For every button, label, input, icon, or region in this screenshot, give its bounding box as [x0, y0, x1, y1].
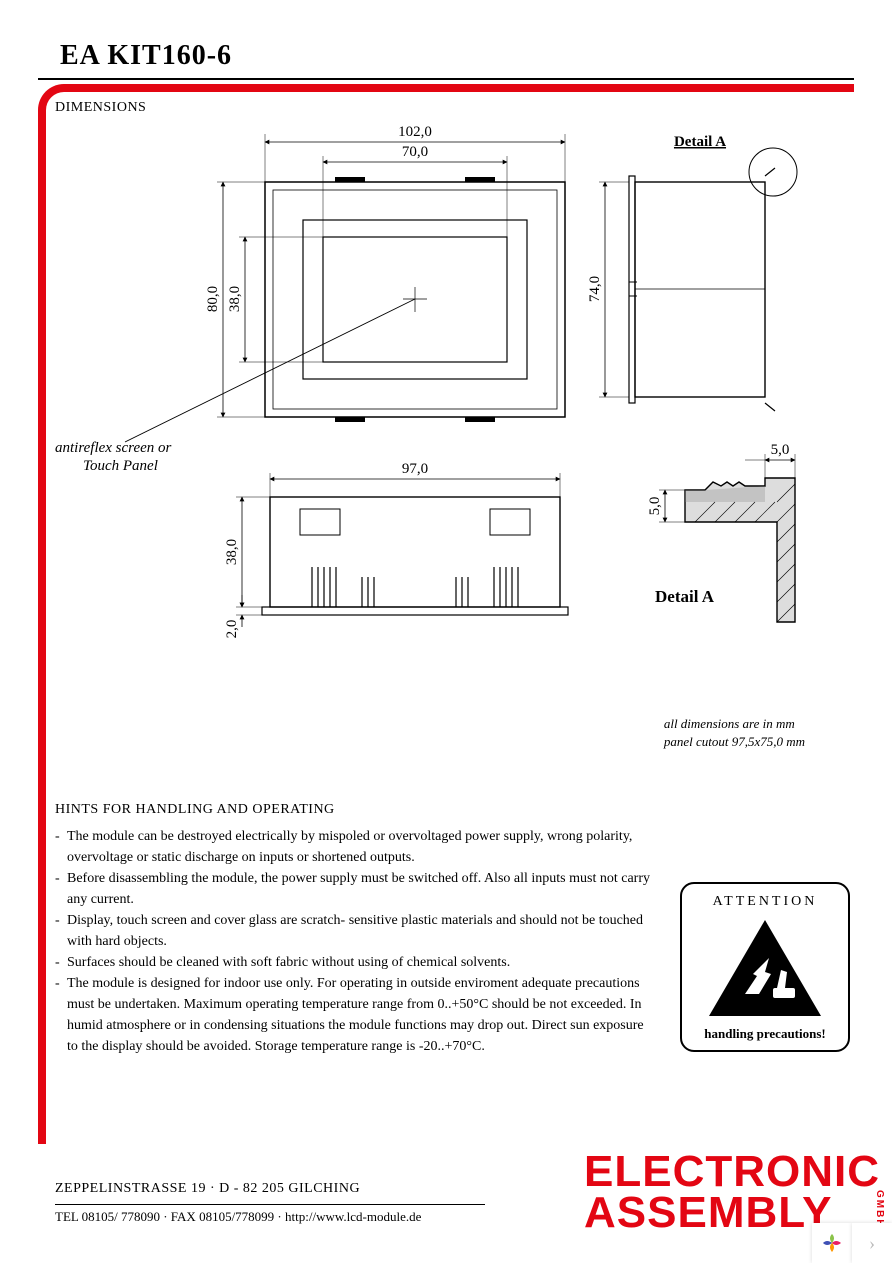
footer-contact: TEL 08105/ 778090 · FAX 08105/778099 · h…: [55, 1209, 421, 1225]
pager-logo-icon[interactable]: [812, 1223, 852, 1263]
dim-note-1: all dimensions are in mm: [664, 715, 805, 733]
attention-title: ATTENTION: [682, 894, 848, 910]
dimension-notes: all dimensions are in mm panel cutout 97…: [664, 715, 805, 750]
pager: ›: [812, 1223, 892, 1263]
dim-note-2: panel cutout 97,5x75,0 mm: [664, 733, 805, 751]
brand-logo: ELECTRONIC ASSEMBLY GMBH: [584, 1152, 880, 1233]
dimensions-diagram: 102,0 70,0 80,0 38,0 antireflex screen o…: [55, 122, 845, 642]
dim-80: 80,0: [205, 286, 221, 312]
attention-caption: handling precautions!: [682, 1026, 848, 1042]
dim-5v: 5,0: [647, 497, 663, 516]
title-underline: [38, 78, 854, 80]
hint-item: Display, touch screen and cover glass ar…: [67, 910, 655, 952]
dim-70: 70,0: [402, 144, 428, 160]
hint-item: The module can be destroyed electrically…: [67, 826, 655, 868]
detail-a-label-top: Detail A: [674, 134, 726, 150]
dim-97: 97,0: [402, 461, 428, 477]
dim-38v: 38,0: [227, 286, 243, 312]
esd-warning-icon: [705, 916, 825, 1020]
footer-divider: [55, 1204, 485, 1205]
hint-item: Before disassembling the module, the pow…: [67, 868, 655, 910]
dim-5h: 5,0: [771, 442, 790, 458]
dim-38b: 38,0: [224, 539, 240, 565]
callout-line1: antireflex screen or: [55, 440, 172, 456]
detail-a-label-bottom: Detail A: [655, 587, 715, 606]
footer-address: ZEPPELINSTRASSE 19 · D - 82 205 GILCHING: [55, 1181, 360, 1197]
pager-next-button[interactable]: ›: [852, 1223, 892, 1263]
dim-102: 102,0: [398, 124, 432, 140]
hint-item: Surfaces should be cleaned with soft fab…: [67, 952, 510, 973]
attention-box: ATTENTION handling precautions!: [680, 882, 850, 1052]
callout-line2: Touch Panel: [83, 458, 158, 474]
brand-line1: ELECTRONIC: [584, 1152, 880, 1192]
dim-74: 74,0: [587, 276, 603, 302]
hint-item: The module is designed for indoor use on…: [67, 973, 655, 1057]
page-title: EA KIT160-6: [60, 40, 232, 72]
hints-heading: HINTS FOR HANDLING AND OPERATING: [55, 802, 855, 818]
dim-2: 2,0: [224, 620, 240, 639]
hints-list: -The module can be destroyed electricall…: [55, 826, 655, 1057]
dimensions-heading: DIMENSIONS: [55, 100, 855, 116]
